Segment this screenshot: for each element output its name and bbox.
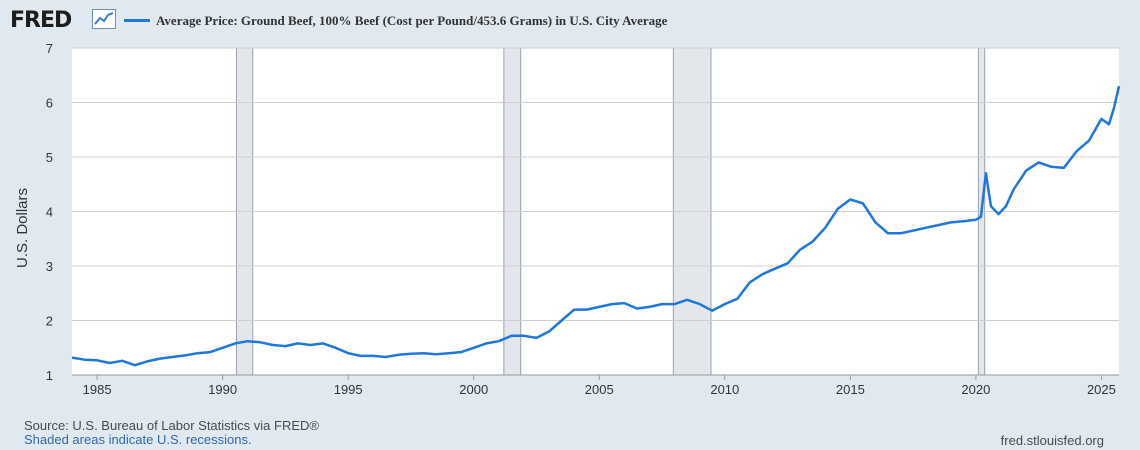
y-axis-label: U.S. Dollars [14, 188, 31, 268]
y-tick-label-7: 7 [46, 41, 53, 56]
x-tick-label-2000: 2000 [459, 382, 488, 397]
y-tick-label-6: 6 [46, 96, 53, 111]
series-layer [71, 85, 1121, 367]
chart-title: Average Price: Ground Beef, 100% Beef (C… [156, 13, 668, 28]
series-line-0 [71, 85, 1121, 367]
legend-series-swatch [124, 19, 150, 22]
x-tick-label-2015: 2015 [836, 382, 865, 397]
tick-labels: 1 2 3 4 5 6 7 1985 1990 1995 2000 2005 2010 2015 2020 2… [46, 41, 1116, 397]
y-tick-label-5: 5 [46, 150, 53, 165]
x-tick-label-2020: 2020 [961, 382, 990, 397]
x-tick-label-2025: 2025 [1087, 382, 1116, 397]
y-tick-label-1: 1 [46, 368, 53, 383]
gridlines [72, 47, 1119, 380]
x-tick-label-1985: 1985 [83, 382, 112, 397]
site-link[interactable]: fred.stlouisfed.org [1000, 433, 1104, 448]
x-tick-label-1995: 1995 [334, 382, 363, 397]
y-tick-label-2: 2 [46, 314, 53, 329]
recessions-note[interactable]: Shaded areas indicate U.S. recessions. [24, 432, 252, 447]
y-tick-label-4: 4 [46, 205, 53, 220]
fred-line-chart-icon [92, 9, 116, 29]
x-tick-label-2005: 2005 [585, 382, 614, 397]
fred-logo[interactable]: FRED [10, 8, 72, 33]
source-note: Source: U.S. Bureau of Labor Statistics … [24, 418, 319, 433]
y-tick-label-3: 3 [46, 259, 53, 274]
x-tick-label-1990: 1990 [208, 382, 237, 397]
chart-header: FRED Average Price: Ground Beef, 100% Be… [8, 6, 1128, 36]
x-tick-label-2010: 2010 [710, 382, 739, 397]
